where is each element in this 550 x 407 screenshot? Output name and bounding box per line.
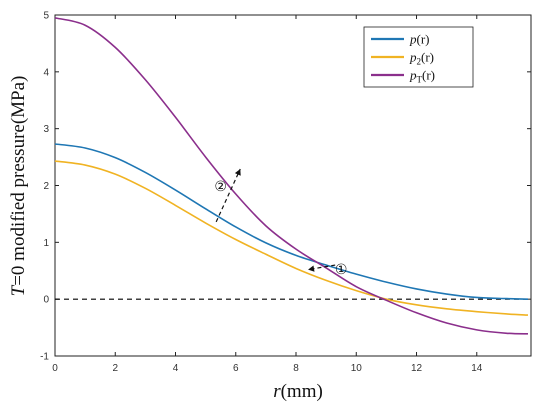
series-layer (54, 17, 529, 335)
x-tick-label: 0 (52, 363, 58, 374)
x-tick-label: 2 (112, 363, 118, 374)
x-axis-label: r(mm) (273, 381, 323, 402)
legend-label-1: p(r) (409, 32, 430, 47)
annotation-layer: ①② (214, 168, 348, 278)
x-tick-label: 8 (293, 363, 299, 374)
legend-label-3: pT(r) (409, 68, 435, 85)
annotation-arrow-2 (215, 168, 241, 223)
y-tick-label: 0 (43, 295, 49, 306)
x-tick-label: 14 (471, 363, 483, 374)
y-axis-label: T=0 modified pressure(MPa) (8, 76, 29, 297)
annotation-label-2: ② (214, 179, 227, 195)
x-tick-label: 10 (351, 363, 363, 374)
annotation-arrowhead-2 (234, 169, 241, 176)
x-tick-label: 6 (233, 363, 239, 374)
series-line-1 (54, 143, 529, 300)
legend-entries: p(r) p2(r)pT(r) (371, 32, 435, 85)
y-tick-label: -1 (40, 352, 49, 363)
y-tick-label: 1 (43, 238, 49, 249)
series-line-3 (54, 17, 529, 335)
series-line-2 (54, 160, 529, 316)
y-tick-label: 5 (43, 11, 49, 22)
y-tick-label: 4 (43, 67, 49, 78)
annotation-label-1: ① (335, 262, 348, 278)
x-tick-label: 4 (173, 363, 179, 374)
y-tick-label: 2 (43, 181, 49, 192)
y-tick-label: 3 (43, 124, 49, 135)
annotation-arrowhead-1 (308, 265, 315, 272)
legend: p(r) p2(r)pT(r) (363, 26, 474, 88)
legend-label-2: p2(r) (409, 50, 434, 67)
x-tick-label: 12 (411, 363, 423, 374)
